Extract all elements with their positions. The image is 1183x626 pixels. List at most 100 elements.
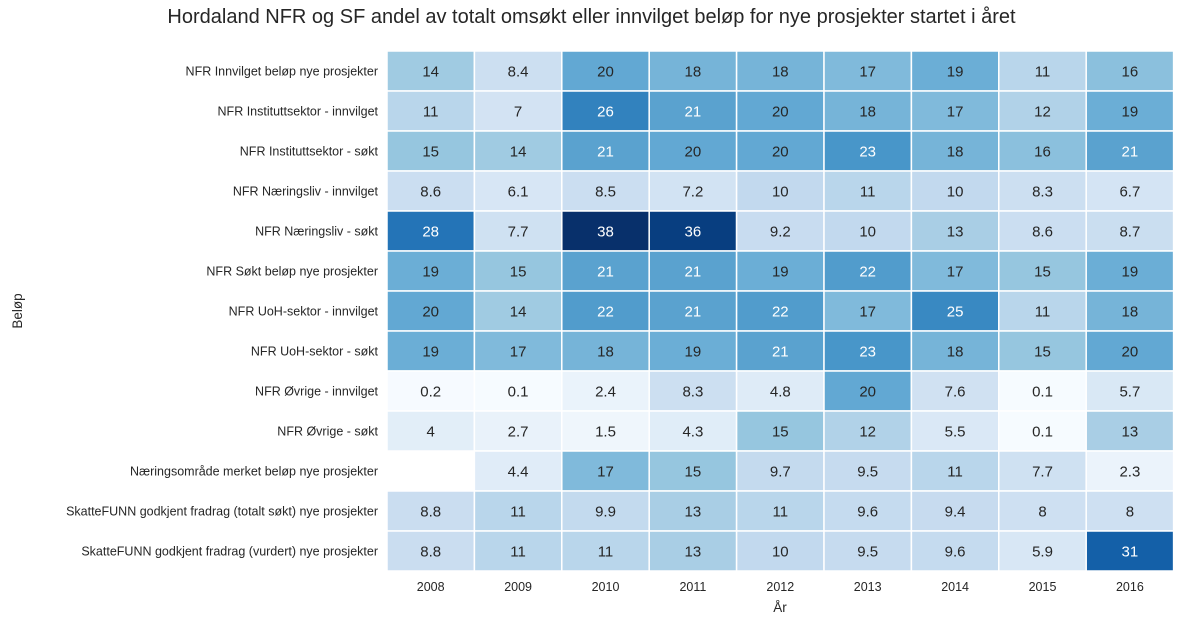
cell-value-label: 19	[1122, 264, 1139, 281]
y-tick-label: Næringsområde merket beløp nye prosjekte…	[130, 465, 378, 479]
cell-value-label: 0.1	[1032, 424, 1053, 441]
heatmap-cell	[823, 130, 913, 172]
heatmap-cell	[735, 530, 825, 572]
y-tick-label: NFR Søkt beløp nye prosjekter	[206, 265, 378, 279]
cell-value-label: 1.5	[595, 424, 616, 441]
cell-value-label: 31	[1122, 544, 1139, 561]
cell-value-label: 11	[510, 544, 526, 561]
cell-value-label: 8	[1126, 504, 1134, 521]
cell-value-label: 7.7	[508, 224, 529, 241]
x-tick-label: 2016	[1116, 580, 1144, 594]
cell-value-label: 20	[597, 64, 614, 81]
heatmap-cell	[386, 330, 476, 372]
cell-value-label: 13	[947, 224, 964, 241]
heatmap-cell	[473, 290, 563, 332]
cell-value-label: 5.5	[945, 424, 966, 441]
cell-value-label: 10	[772, 184, 789, 201]
cell-value-label: 15	[1034, 264, 1051, 281]
heatmap-cell	[1085, 490, 1175, 532]
cell-value-label: 18	[772, 64, 789, 81]
cell-value-label: 11	[947, 464, 963, 481]
heatmap-cell	[823, 450, 913, 492]
heatmap-cell	[1085, 290, 1175, 332]
cell-value-label: 8.7	[1119, 224, 1140, 241]
y-tick-label: NFR Innvilget beløp nye prosjekter	[186, 65, 378, 79]
cell-value-label: 15	[510, 264, 527, 281]
heatmap-cell	[735, 290, 825, 332]
heatmap-cell	[386, 530, 476, 572]
heatmap-cell	[1085, 330, 1175, 372]
cell-value-label: 16	[1122, 64, 1139, 81]
cell-value-label: 21	[685, 304, 702, 321]
y-tick-label: NFR Næringsliv - innvilget	[233, 185, 379, 199]
cell-value-label: 8.6	[420, 184, 441, 201]
heatmap-cell	[473, 490, 563, 532]
heatmap-cell	[998, 410, 1087, 452]
heatmap-cell	[1085, 90, 1175, 132]
cell-value-label: 19	[685, 344, 702, 361]
cell-value-label: 14	[510, 144, 527, 161]
cell-value-label: 4.8	[770, 384, 791, 401]
y-tick-labels: NFR Innvilget beløp nye prosjekter NFR In…	[66, 65, 378, 559]
cell-value-label: 19	[422, 264, 439, 281]
cell-value-label: 17	[947, 104, 964, 121]
x-axis-label: År	[773, 600, 787, 615]
heatmap-cell	[823, 90, 913, 132]
x-tick-label: 2015	[1029, 580, 1057, 594]
cell-value-label: 5.7	[1119, 384, 1140, 401]
cell-value-label: 8.8	[420, 504, 441, 521]
cell-value-label: 8.4	[508, 64, 529, 81]
cell-value-label: 4.3	[682, 424, 703, 441]
cell-value-label: 11	[423, 104, 439, 121]
cell-value-label: 28	[422, 224, 439, 241]
heatmap-cell	[998, 250, 1087, 292]
cell-value-label: 21	[772, 344, 789, 361]
heatmap-cell	[823, 210, 913, 252]
heatmap-cell	[735, 210, 825, 252]
heatmap-cell	[823, 50, 913, 92]
cell-value-label: 20	[685, 144, 702, 161]
cell-value-label: 36	[685, 224, 702, 241]
cell-value-label: 0.1	[1032, 384, 1053, 401]
cell-value-label: 23	[859, 344, 876, 361]
cell-value-label: 2.4	[595, 384, 616, 401]
heatmap-cell	[1085, 450, 1175, 492]
heatmap-cell	[1085, 130, 1175, 172]
cell-value-label: 20	[772, 104, 789, 121]
x-tick-labels: 2008 2009 2010 2011 2012 2013 2014 2015 2016	[417, 580, 1144, 594]
y-tick-label: NFR Øvrige - søkt	[277, 425, 378, 439]
cell-value-label: 26	[597, 104, 614, 121]
heatmap-cells: 14 8.4 20 18 18 17 19 11 16 11 7 26 21 20 18 17 12 19 15 14…	[386, 50, 1175, 572]
cell-value-label: 15	[685, 464, 702, 481]
x-tick-label: 2008	[417, 580, 445, 594]
y-tick-label: SkatteFUNN godkjent fradrag (totalt søkt…	[66, 505, 378, 519]
heatmap-cell	[1085, 170, 1175, 212]
cell-value-label: 17	[947, 264, 964, 281]
heatmap-cell	[561, 250, 650, 292]
cell-value-label: 9.7	[770, 464, 791, 481]
cell-value-label: 13	[685, 504, 702, 521]
heatmap-cell	[386, 370, 476, 412]
heatmap-cell	[735, 90, 825, 132]
cell-value-label: 22	[859, 264, 876, 281]
heatmap-cell	[1085, 530, 1175, 572]
cell-value-label: 18	[685, 64, 702, 81]
cell-value-label: 8.5	[595, 184, 616, 201]
cell-value-label: 21	[1122, 144, 1139, 161]
cell-value-label: 7.6	[945, 384, 966, 401]
heatmap-cell	[386, 250, 476, 292]
cell-value-label: 19	[947, 64, 964, 81]
y-tick-label: NFR UoH-sektor - innvilget	[229, 305, 379, 319]
heatmap-cell	[998, 370, 1087, 412]
cell-value-label: 15	[1034, 344, 1051, 361]
heatmap-cell	[910, 50, 1000, 92]
cell-value-label: 10	[947, 184, 964, 201]
y-tick-label: NFR Øvrige - innvilget	[255, 385, 378, 399]
cell-value-label: 2.7	[508, 424, 529, 441]
cell-value-label: 8.6	[1032, 224, 1053, 241]
cell-value-label: 20	[422, 304, 439, 321]
cell-value-label: 8.8	[420, 544, 441, 561]
cell-value-label: 8.3	[682, 384, 703, 401]
cell-value-label: 13	[1122, 424, 1139, 441]
cell-value-label: 38	[597, 224, 614, 241]
